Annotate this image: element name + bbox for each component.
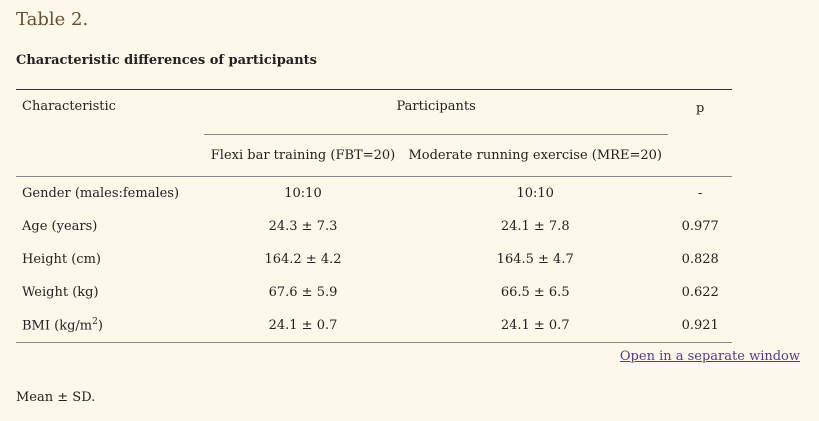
table-row: Gender (males:females) 10:10 10:10 -: [16, 177, 732, 211]
mre-value: 24.1 ± 0.7: [500, 318, 570, 333]
row-label: Gender (males:females): [22, 186, 180, 201]
header-p: p: [696, 101, 705, 116]
table-title: Table 2.: [16, 9, 89, 30]
row-label: Height (cm): [22, 252, 101, 267]
table-row: BMI (kg/m2) 24.1 ± 0.7 24.1 ± 0.7 0.921: [16, 309, 732, 343]
table-caption: Characteristic differences of participan…: [16, 53, 317, 68]
participants-underline: [203, 125, 669, 135]
header-fbt: Flexi bar training (FBT=20): [210, 148, 396, 163]
bmi-label-prefix: BMI (kg/m: [22, 318, 93, 334]
fbt-value: 10:10: [284, 186, 322, 201]
open-separate-window-link[interactable]: Open in a separate window: [619, 349, 800, 364]
p-value: 0.828: [681, 252, 719, 267]
table-row: Age (years) 24.3 ± 7.3 24.1 ± 7.8 0.977: [16, 210, 732, 243]
fbt-value: 24.3 ± 7.3: [268, 219, 338, 234]
subheader-row: Flexi bar training (FBT=20) Moderate run…: [16, 135, 732, 177]
mre-value: 10:10: [516, 186, 554, 201]
p-value: -: [697, 186, 703, 201]
data-table: Characteristic Participants p Flexi bar …: [16, 89, 732, 343]
header-row: Characteristic Participants p: [16, 89, 732, 126]
table-row: Weight (kg) 67.6 ± 5.9 66.5 ± 6.5 0.622: [16, 276, 732, 309]
header-participants: Participants: [396, 99, 476, 114]
participants-rule-row: [16, 125, 732, 135]
row-label: Age (years): [22, 219, 98, 234]
mre-value: 24.1 ± 7.8: [500, 219, 570, 234]
p-value: 0.622: [681, 285, 719, 300]
fbt-value: 67.6 ± 5.9: [268, 285, 338, 300]
header-characteristic: Characteristic: [22, 99, 116, 114]
p-value: 0.977: [681, 219, 719, 234]
header-mre: Moderate running exercise (MRE=20): [408, 148, 662, 163]
bmi-label-suffix: ): [97, 318, 103, 334]
fbt-value: 24.1 ± 0.7: [268, 318, 338, 333]
fbt-value: 164.2 ± 4.2: [264, 252, 342, 267]
mre-value: 164.5 ± 4.7: [496, 252, 574, 267]
table-footnote: Mean ± SD.: [16, 390, 96, 405]
p-value: 0.921: [681, 318, 719, 333]
row-label: BMI (kg/m2): [16, 309, 204, 343]
bmi-label-superscript: 2: [92, 317, 98, 328]
mre-value: 66.5 ± 6.5: [500, 285, 570, 300]
row-label: Weight (kg): [22, 285, 99, 300]
table-row: Height (cm) 164.2 ± 4.2 164.5 ± 4.7 0.82…: [16, 243, 732, 276]
